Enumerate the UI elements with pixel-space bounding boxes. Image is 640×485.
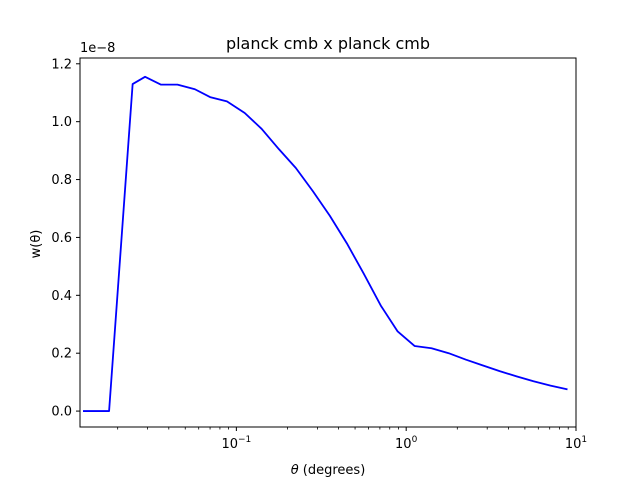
- x-axis-label-symbol: θ: [291, 463, 299, 478]
- y-offset-label: 1e−8: [80, 41, 115, 56]
- y-tick-label-5: 1.0: [51, 115, 72, 130]
- x-axis-label: θ (degrees): [291, 463, 366, 478]
- x-tick-label-2: 101: [565, 435, 587, 452]
- y-tick-label-2: 0.4: [51, 289, 72, 304]
- y-tick-label-4: 0.8: [51, 173, 72, 188]
- y-axis-label: w(θ): [29, 230, 44, 259]
- plot-area: 0.0 0.2 0.4 0.6 0.8 1.0 1.2 10−1 100 101: [51, 57, 587, 452]
- y-tick-label-1: 0.2: [51, 347, 72, 362]
- chart-title: planck cmb x planck cmb: [226, 34, 430, 53]
- y-tick-label-3: 0.6: [51, 231, 72, 246]
- y-tick-label-0: 0.0: [51, 405, 72, 420]
- x-tick-label-1: 100: [395, 435, 418, 452]
- axes-frame: [79, 57, 577, 428]
- x-axis-label-text: (degrees): [299, 463, 366, 478]
- series-line-0: [83, 75, 568, 412]
- y-tick-label-6: 1.2: [51, 57, 72, 72]
- x-tick-label-0: 10−1: [221, 435, 251, 452]
